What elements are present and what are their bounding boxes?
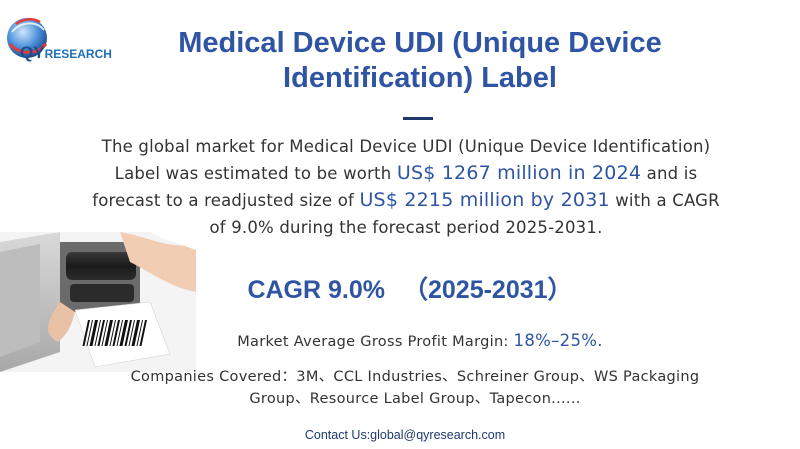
margin-label: Market Average Gross Profit Margin: — [237, 334, 509, 350]
gross-profit-margin: Market Average Gross Profit Margin: 18%–… — [150, 331, 690, 350]
summary-text-1: The global market for Medical Device UDI… — [101, 137, 711, 183]
contact-email: Contact Us:global@qyresearch.com — [304, 428, 506, 442]
cagr-value: CAGR 9.0% — [247, 276, 385, 304]
logo-wordmark: QYRESEARCH — [20, 43, 112, 63]
summary-text-2: and is forecast to a readjusted size of — [92, 164, 698, 210]
page-title: Medical Device UDI (Unique Device Identi… — [178, 27, 662, 94]
globe-icon — [7, 18, 48, 58]
summary-value-2031: US$ 2215 million by 2031 — [359, 189, 610, 211]
companies-covered: Companies Covered：3M、CCL Industries、Schr… — [130, 369, 700, 407]
market-summary: The global market for Medical Device UDI… — [86, 133, 726, 241]
label-printer-image — [0, 232, 196, 372]
logo-brand-rest: RESEARCH — [44, 47, 112, 61]
summary-value-2024: US$ 1267 million in 2024 — [396, 162, 642, 184]
cagr-headline: CAGR 9.0% （2025-2031） — [200, 270, 620, 306]
logo-brand-highlight: QY — [20, 43, 45, 62]
qyresearch-logo: QYRESEARCH — [4, 14, 126, 72]
margin-value: 18%–25%. — [513, 331, 603, 350]
summary-text-3: with a CAGR of 9.0% during the forecast … — [209, 191, 720, 237]
cagr-period: （2025-2031） — [402, 276, 573, 304]
title-divider — [403, 117, 433, 120]
